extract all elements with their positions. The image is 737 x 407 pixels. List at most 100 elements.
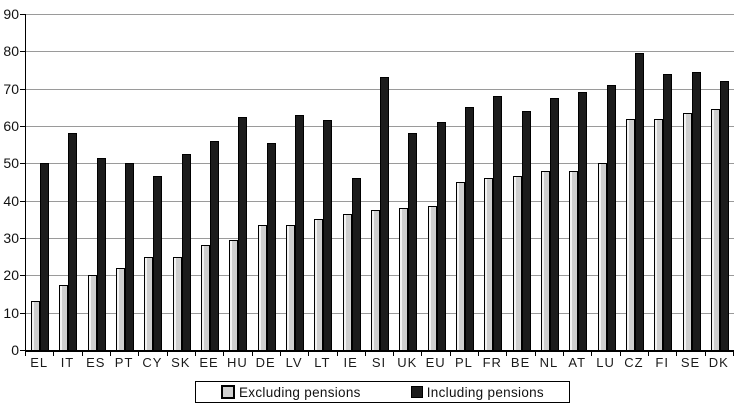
x-axis-tick xyxy=(449,352,451,356)
bar-including-pensions-SI xyxy=(379,77,389,350)
bar-group-FR xyxy=(479,14,507,350)
x-axis-label-FI: FI xyxy=(655,355,669,370)
bar-including-pensions-EU xyxy=(436,122,446,350)
x-axis-label-EE: EE xyxy=(199,355,219,370)
x-axis-tick xyxy=(478,352,480,356)
x-axis-tick xyxy=(591,352,593,356)
legend-swatch-including-icon xyxy=(410,386,423,398)
x-axis-label-SI: SI xyxy=(371,355,387,370)
x-axis-label-LT: LT xyxy=(314,355,331,370)
legend: Excluding pensions Including pensions xyxy=(195,381,570,403)
bar-group-ES xyxy=(83,14,111,350)
x-axis-tick xyxy=(534,352,536,356)
bar-group-IT xyxy=(54,14,82,350)
x-axis-label-UK: UK xyxy=(397,355,418,370)
gridline-90 xyxy=(26,14,734,15)
x-axis-tick xyxy=(336,352,338,356)
plot-area xyxy=(25,14,734,352)
bar-including-pensions-HU xyxy=(238,116,248,350)
bar-excluding-pensions-NL xyxy=(540,170,550,350)
x-axis-tick xyxy=(393,352,395,356)
bar-including-pensions-UK xyxy=(408,133,418,350)
bar-group-NL xyxy=(536,14,564,350)
x-axis-label-SE: SE xyxy=(680,355,701,370)
y-axis-tick xyxy=(20,51,25,53)
legend-label-excluding: Excluding pensions xyxy=(239,384,361,400)
y-axis-tick-label: 90 xyxy=(3,6,19,22)
x-axis-label-EL: EL xyxy=(30,355,49,370)
bar-excluding-pensions-EE xyxy=(201,245,211,350)
bar-group-UK xyxy=(394,14,422,350)
bar-excluding-pensions-LU xyxy=(597,163,607,350)
y-axis-tick xyxy=(20,88,25,90)
x-axis-tick xyxy=(619,352,621,356)
x-axis-label-LV: LV xyxy=(285,355,303,370)
x-axis-tick xyxy=(81,352,83,356)
x-axis-label-LU: LU xyxy=(596,355,615,370)
x-axis-tick xyxy=(733,352,734,356)
bar-excluding-pensions-CY xyxy=(144,256,154,350)
bar-group-EE xyxy=(196,14,224,350)
x-axis-tick xyxy=(648,352,650,356)
x-axis-label-PT: PT xyxy=(114,355,134,370)
y-axis-tick-label: 40 xyxy=(3,192,19,209)
bar-including-pensions-DE xyxy=(266,142,276,350)
legend-item-including-pensions: Including pensions xyxy=(410,384,544,400)
bar-excluding-pensions-DE xyxy=(257,224,267,350)
y-axis-tick-label: 50 xyxy=(3,155,19,172)
x-axis-label-PL: PL xyxy=(455,355,473,370)
x-axis-label-IT: IT xyxy=(60,355,75,370)
bar-group-BE xyxy=(507,14,535,350)
y-axis-tick xyxy=(20,350,25,351)
x-axis-tick xyxy=(308,352,310,356)
x-axis-tick xyxy=(704,352,706,356)
x-axis-tick xyxy=(251,352,253,356)
bar-group-CY xyxy=(139,14,167,350)
x-axis-tick xyxy=(506,352,508,356)
legend-swatch-excluding-icon xyxy=(221,385,235,399)
bar-excluding-pensions-UK xyxy=(399,208,409,350)
legend-item-excluding-pensions: Excluding pensions xyxy=(221,385,361,400)
bar-including-pensions-DK xyxy=(719,81,729,350)
bar-including-pensions-SE xyxy=(691,71,701,350)
bar-group-LV xyxy=(281,14,309,350)
bar-group-HU xyxy=(224,14,252,350)
x-axis-tick xyxy=(563,352,565,356)
bar-group-CZ xyxy=(621,14,649,350)
x-axis-label-EU: EU xyxy=(425,355,446,370)
bar-group-PL xyxy=(451,14,479,350)
bar-group-EU xyxy=(422,14,450,350)
x-axis-tick xyxy=(25,352,26,356)
bar-group-LU xyxy=(592,14,620,350)
bar-including-pensions-FI xyxy=(663,73,673,350)
y-axis-tick-label: 10 xyxy=(3,304,19,321)
x-axis-tick xyxy=(109,352,111,356)
bar-excluding-pensions-PT xyxy=(116,267,126,350)
y-axis-tick xyxy=(20,200,25,202)
x-axis-tick xyxy=(194,352,196,356)
y-axis-tick-label: 70 xyxy=(3,80,19,97)
bar-group-PT xyxy=(111,14,139,350)
bar-group-AT xyxy=(564,14,592,350)
x-axis-label-FR: FR xyxy=(482,355,502,370)
bar-group-DK xyxy=(706,14,734,350)
bar-group-FI xyxy=(649,14,677,350)
x-axis-label-DE: DE xyxy=(255,355,276,370)
x-axis-label-IE: IE xyxy=(343,355,358,370)
legend-label-including: Including pensions xyxy=(426,384,544,400)
bar-including-pensions-BE xyxy=(521,111,531,350)
y-axis-tick-label: 60 xyxy=(3,118,19,134)
bar-including-pensions-SK xyxy=(181,154,191,350)
bar-including-pensions-IT xyxy=(68,133,78,350)
bar-excluding-pensions-HU xyxy=(229,239,239,350)
x-axis-label-SK: SK xyxy=(171,355,191,370)
bar-excluding-pensions-IT xyxy=(59,284,69,350)
bar-including-pensions-CZ xyxy=(634,53,644,350)
bar-excluding-pensions-SK xyxy=(172,256,182,350)
bar-excluding-pensions-FI xyxy=(654,118,664,350)
x-axis-tick xyxy=(676,352,678,356)
bar-including-pensions-EL xyxy=(40,163,50,350)
x-axis-label-NL: NL xyxy=(539,355,559,370)
bar-including-pensions-EE xyxy=(210,140,220,350)
bar-excluding-pensions-LT xyxy=(314,219,324,350)
